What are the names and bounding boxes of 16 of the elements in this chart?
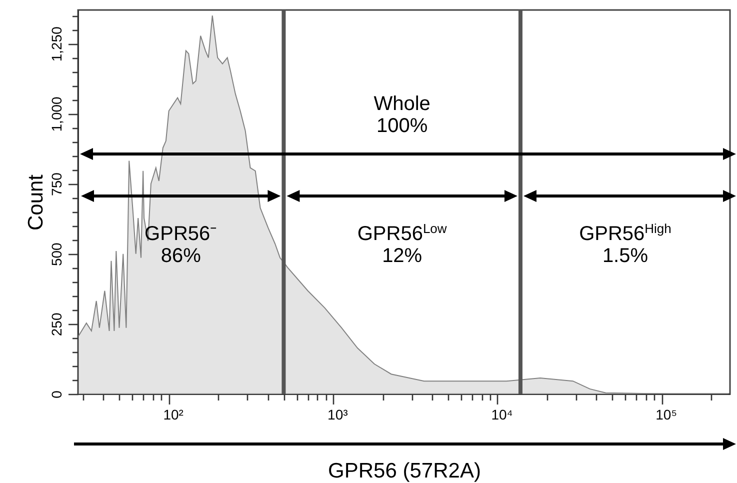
x-axis-title: GPR56 (57R2A) <box>328 460 481 482</box>
y-tick-label: 500 <box>48 242 64 266</box>
y-tick-label: 1,250 <box>48 26 64 62</box>
annotation: GPR56⁻ 86% <box>144 223 218 267</box>
annotation: GPR56$^{High}$ 1.5% <box>579 220 672 267</box>
annotation: Whole 100% <box>374 93 430 137</box>
annotation: GPR56$^{Low}$ 12% <box>357 220 448 267</box>
x-tick-label: 10⁴ <box>491 406 513 422</box>
y-tick-label: 1,000 <box>48 96 64 132</box>
x-tick-label: 10² <box>163 406 184 422</box>
y-axis-title: Count <box>24 174 48 231</box>
y-tick-label: 250 <box>48 312 64 336</box>
y-tick-label: 750 <box>48 172 64 196</box>
x-tick-label: 10³ <box>328 406 348 422</box>
y-tick-label: 0 <box>48 390 64 398</box>
x-tick-label: 10⁵ <box>656 406 678 422</box>
